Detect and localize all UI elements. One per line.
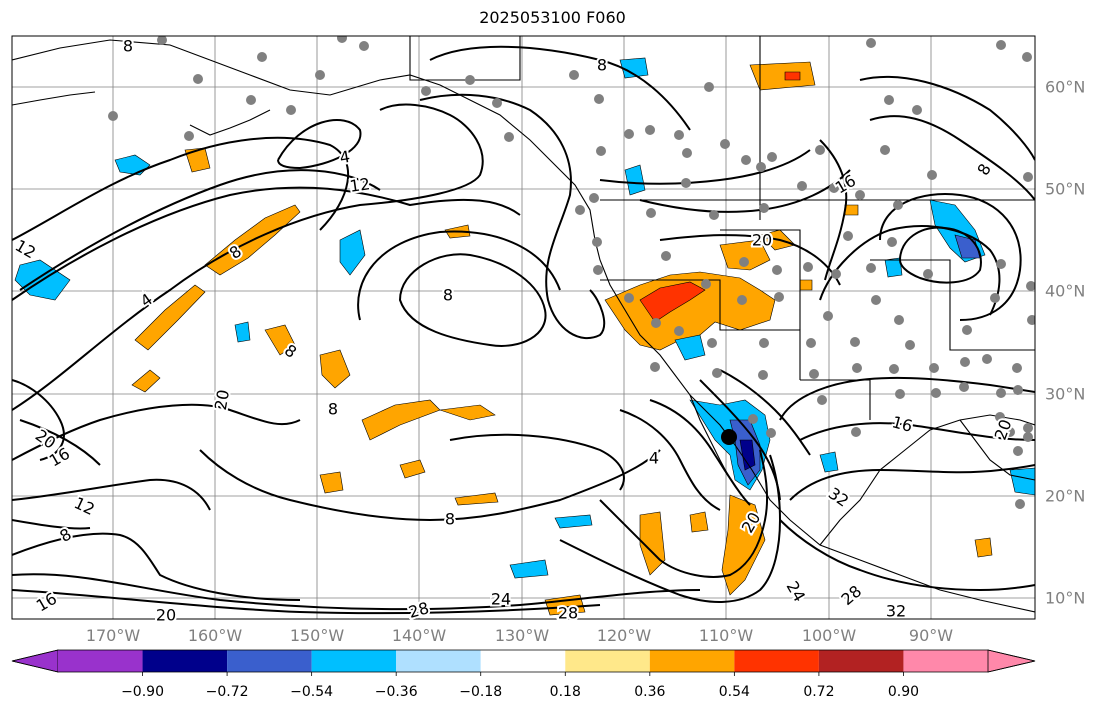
contour-label: 8 [443, 286, 453, 305]
plot-frame [11, 35, 1036, 620]
colorbar-segment [903, 650, 988, 672]
contour-label: 8 [597, 56, 607, 75]
contour-label: 8 [328, 400, 338, 419]
longitude-tick-label: 140°W [391, 626, 447, 645]
latitude-tick-label: 30°N [1045, 384, 1086, 404]
contour-label: 8 [123, 37, 133, 56]
colorbar-extend-low [11, 649, 59, 673]
colorbar-tick-label: 0.36 [634, 684, 666, 700]
contour-lines [12, 45, 1035, 615]
colorbar-segment [142, 650, 228, 672]
colorbar-segment [311, 650, 397, 672]
colorbar-segment [227, 650, 312, 672]
longitude-tick-label: 120°W [596, 626, 652, 645]
longitude-tick-label: 170°W [85, 626, 141, 645]
latitude-tick-label: 50°N [1045, 179, 1086, 199]
latitude-tick-label: 40°N [1045, 281, 1086, 301]
station-dots [108, 36, 1035, 509]
contour-label: 24 [491, 590, 511, 609]
colorbar-tick-label: −0.18 [459, 684, 503, 700]
colorbar-tick-label: −0.54 [290, 684, 334, 700]
contour-label: 20 [156, 606, 176, 625]
colorbar-tick-label: −0.36 [374, 684, 418, 700]
contour-label: 20 [752, 231, 772, 250]
colorbar-tick-label: 0.18 [549, 684, 581, 700]
longitude-tick-label: 130°W [494, 626, 550, 645]
contour-label: 32 [886, 602, 906, 621]
colorbar-segment [565, 650, 650, 672]
contour-label: 20 [211, 388, 233, 411]
colorbar [11, 649, 1036, 676]
latitude-tick-label: 10°N [1045, 588, 1086, 608]
longitude-tick-label: 160°W [187, 626, 243, 645]
longitude-tick-label: 150°W [289, 626, 345, 645]
contour-label: 28 [558, 604, 578, 623]
plot-area [12, 36, 1035, 619]
longitude-tick-label: 90°W [908, 626, 954, 645]
colorbar-tick-label: −0.90 [121, 684, 164, 700]
longitude-tick-label: 110°W [698, 626, 754, 645]
colorbar-extend-high [987, 649, 1036, 673]
contour-label: 8 [445, 510, 455, 529]
latitude-tick-label: 60°N [1045, 77, 1086, 97]
colorbar-tick-label: 0.54 [718, 684, 750, 700]
positive-shading [131, 61, 993, 616]
contour-label: 12 [348, 174, 371, 196]
colorbar-segment [480, 650, 566, 672]
longitude-tick-label: 100°W [801, 626, 857, 645]
latitude-tick-label: 20°N [1045, 486, 1086, 506]
colorbar-outline [11, 649, 1036, 673]
colorbar-segment [818, 650, 904, 672]
colorbar-segment [58, 650, 143, 672]
map-title: 2025053100 F060 [479, 8, 626, 27]
coastlines [12, 36, 1035, 613]
colorbar-tick-label: 0.90 [887, 684, 920, 700]
colorbar-segment [649, 650, 735, 672]
colorbar-tick-label: −0.72 [205, 684, 249, 700]
colorbar-tick-label: 0.72 [803, 684, 835, 700]
contour-label: 4 [649, 449, 659, 468]
colorbar-segment [396, 650, 481, 672]
colorbar-segment [734, 650, 819, 672]
